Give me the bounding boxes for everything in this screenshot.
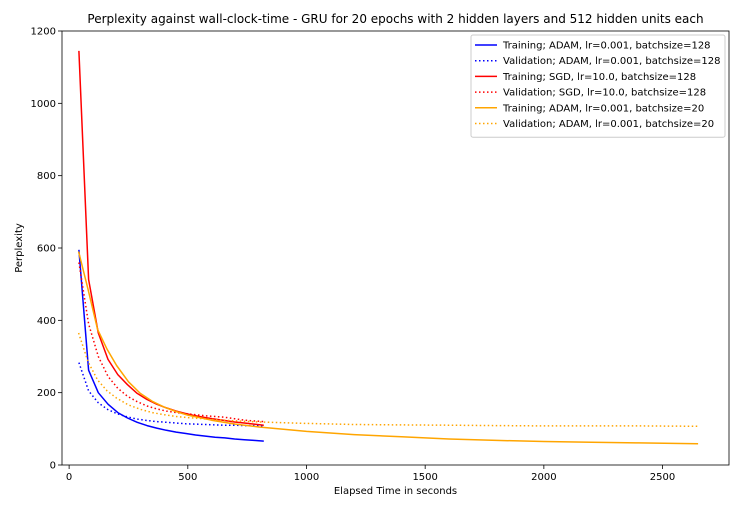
y-tick-label: 1200: [31, 27, 56, 38]
series-line-5: [77, 251, 699, 445]
y-tick-label: 0: [50, 461, 56, 472]
y-tick-label: 800: [37, 171, 56, 182]
x-tick-label: 1000: [294, 472, 319, 483]
y-tick-label: 600: [37, 244, 56, 255]
chart-title: Perplexity against wall-clock-time - GRU…: [87, 12, 703, 26]
y-axis-title: Perplexity: [14, 223, 25, 273]
legend-label-2: Validation; ADAM, lr=0.001, batchsize=12…: [503, 56, 720, 67]
series-line-4: [78, 262, 264, 423]
legend: Training; ADAM, lr=0.001, batchsize=128 V…: [470, 34, 726, 138]
series-line-6: [77, 332, 699, 428]
y-tick-label: 400: [37, 316, 56, 327]
x-tick-label: 2000: [531, 472, 556, 483]
legend-label-5: Training; ADAM, lr=0.001, batchsize=20: [502, 103, 704, 114]
x-axis-title: Elapsed Time in seconds: [334, 486, 457, 497]
y-tick-label: 1000: [31, 99, 56, 110]
legend-label-3: Training; SGD, lr=10.0, batchsize=128: [502, 72, 696, 83]
axis-layer: 0 500 1000 1500 2000 2500 0 200 400 600 800 1000 120…: [31, 27, 730, 483]
x-tick-label: 500: [178, 472, 197, 483]
plot-layer: [77, 50, 699, 445]
legend-label-6: Validation; ADAM, lr=0.001, batchsize=20: [503, 119, 714, 130]
y-tick-label: 200: [37, 388, 56, 399]
legend-label-1: Training; ADAM, lr=0.001, batchsize=128: [502, 41, 711, 52]
series-line-2: [78, 362, 264, 427]
x-tick-label: 1500: [412, 472, 437, 483]
series-line-1: [78, 249, 264, 442]
legend-label-4: Validation; SGD, lr=10.0, batchsize=128: [503, 88, 706, 99]
x-tick-label: 0: [66, 472, 72, 483]
series-line-3: [78, 50, 264, 426]
x-tick-label: 2500: [650, 472, 675, 483]
legend-box: [470, 34, 726, 138]
